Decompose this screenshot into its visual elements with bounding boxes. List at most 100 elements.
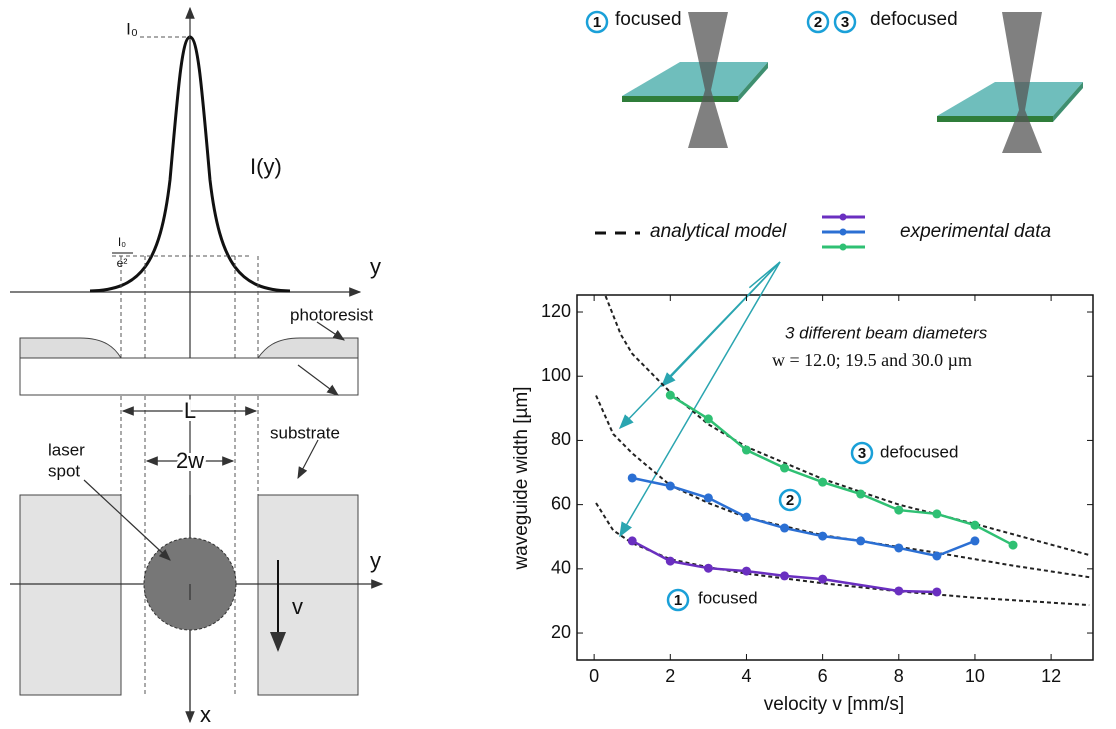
- arrow: [297, 439, 319, 480]
- data-point: [970, 520, 980, 530]
- y-tick-label: 80: [551, 429, 571, 449]
- marker: [850, 441, 874, 465]
- data-point: [627, 473, 637, 483]
- annotation-arrow: [618, 261, 781, 430]
- x-tick-label: 10: [965, 666, 985, 686]
- marker-label: 2: [814, 14, 822, 31]
- data-point: [932, 587, 942, 597]
- substrate: [19, 357, 359, 396]
- label: photoresist: [290, 305, 373, 324]
- data-point: [894, 543, 904, 553]
- slab-edge: [1053, 82, 1083, 122]
- data-point: [932, 509, 942, 519]
- legend-label: experimental data: [900, 221, 1051, 242]
- data-point: [703, 493, 713, 503]
- x-tick-label: 0: [589, 666, 599, 686]
- data-point: [703, 414, 713, 424]
- annotation: 1: [674, 592, 682, 609]
- legend-label: analytical model: [650, 221, 787, 242]
- label: laser: [48, 440, 85, 459]
- beam-focus-diagram: 1 focused 2 3 defocused: [585, 9, 1083, 153]
- annotation: 2: [786, 492, 794, 509]
- annotation: 3 different beam diameters: [785, 323, 988, 342]
- x-tick-label: 2: [665, 666, 675, 686]
- photoresist: [19, 337, 122, 359]
- annotation: focused: [698, 588, 758, 607]
- slab: [937, 82, 1083, 116]
- data-point: [665, 481, 675, 491]
- data-point: [894, 586, 904, 596]
- x-axis-title: velocity v [mm/s]: [764, 694, 904, 715]
- data-point: [665, 390, 675, 400]
- label: I(y): [250, 154, 282, 179]
- legend: analytical model experimental data: [595, 213, 1051, 251]
- y-tick-label: 20: [551, 622, 571, 642]
- x-tick-label: 12: [1041, 666, 1061, 686]
- label: spot: [48, 461, 80, 480]
- data-point: [1008, 540, 1018, 550]
- marker-label: 3: [841, 14, 849, 31]
- x-tick-label: 6: [818, 666, 828, 686]
- y-tick-label: 120: [541, 301, 571, 321]
- label: v: [292, 594, 303, 619]
- annotation-arrow: [619, 261, 781, 538]
- y-axis-title: waveguide width [µm]: [511, 386, 532, 570]
- arrow: [297, 364, 339, 396]
- legend-swatch: [839, 228, 847, 236]
- series-line: [631, 539, 937, 594]
- data-point: [818, 531, 828, 541]
- arrow: [316, 321, 345, 341]
- data-point: [780, 523, 790, 533]
- slab-edge: [622, 96, 738, 102]
- photoresist-area: [19, 494, 122, 696]
- slab: [622, 62, 768, 96]
- y-tick-label: 40: [551, 558, 571, 578]
- marker-label: 1: [593, 14, 601, 31]
- data-point: [780, 571, 790, 581]
- data-point: [780, 463, 790, 473]
- data-point: [894, 505, 904, 515]
- label: substrate: [270, 423, 340, 442]
- data-point: [665, 556, 675, 566]
- marker: [585, 10, 609, 34]
- marker: [778, 488, 802, 512]
- data-point: [703, 563, 713, 573]
- label: L: [184, 398, 196, 423]
- y-tick-label: 60: [551, 493, 571, 513]
- beam: [1002, 12, 1042, 153]
- data-point: [856, 536, 866, 546]
- label: y: [370, 254, 381, 279]
- data-point: [818, 574, 828, 584]
- data-point: [627, 536, 637, 546]
- data-point: [818, 477, 828, 487]
- label: x: [200, 702, 211, 727]
- slab-edge: [738, 62, 768, 102]
- photoresist-area: [257, 494, 359, 696]
- label: defocused: [870, 9, 958, 30]
- annotation: 3: [858, 445, 866, 462]
- chart: velocity v [mm/s] waveguide width [µm] 3…: [511, 261, 1094, 715]
- label: 2w: [176, 448, 204, 473]
- slab-edge: [937, 116, 1053, 122]
- series-line: [669, 394, 1014, 547]
- marker: [666, 588, 690, 612]
- x-tick-label: 4: [741, 666, 751, 686]
- photoresist: [257, 337, 359, 359]
- legend-swatches: [822, 213, 865, 251]
- y-tick-label: 100: [541, 365, 571, 385]
- marker: [833, 10, 857, 34]
- label: I₀: [118, 235, 126, 249]
- label: focused: [615, 9, 682, 30]
- model-curve: [595, 395, 1090, 579]
- annotation: defocused: [880, 442, 958, 461]
- beam: [688, 12, 728, 148]
- label: e²: [117, 256, 128, 270]
- beam-profile-diagram: I₀ I(y) I₀ e² y photoresist substrate L …: [10, 6, 384, 727]
- data-point: [741, 566, 751, 576]
- label: I₀: [126, 19, 138, 38]
- arrow: [83, 479, 171, 561]
- series-line: [631, 476, 976, 558]
- annotation-arrow: [748, 261, 781, 289]
- data-point: [970, 536, 980, 546]
